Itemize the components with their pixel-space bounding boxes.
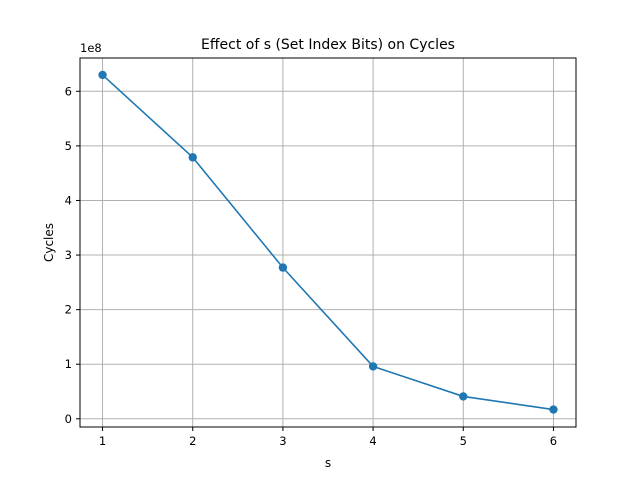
- series-line: [102, 74, 554, 411]
- data-point: [368, 362, 378, 371]
- x-tick-label: 1: [99, 434, 106, 448]
- data-point: [459, 392, 468, 401]
- x-tick-label: 2: [189, 434, 196, 448]
- y-axis-label: Cycles: [42, 223, 56, 262]
- data-point: [549, 405, 558, 414]
- y-tick-label: 3: [65, 248, 72, 262]
- chart-title: Effect of s (Set Index Bits) on Cycles: [201, 37, 455, 53]
- x-axis-label: s: [325, 456, 331, 470]
- axis-ticks: 1 2 3 4 5 6 0 1 2 3 4 5 6: [65, 84, 557, 448]
- plot-area-frame: [79, 57, 577, 428]
- data-point: [188, 153, 197, 162]
- y-tick-label: 4: [65, 193, 72, 207]
- x-tick-label: 3: [279, 434, 286, 448]
- grid: [80, 58, 576, 427]
- x-tick-label: 6: [550, 434, 557, 448]
- x-tick-label: 4: [369, 434, 376, 448]
- y-tick-label: 5: [65, 139, 72, 153]
- y-tick-label: 0: [65, 412, 72, 426]
- y-tick-label: 1: [65, 357, 72, 371]
- data-point: [98, 70, 107, 80]
- series-layer: [98, 70, 558, 414]
- y-tick-label: 2: [65, 303, 72, 317]
- x-tick-label: 5: [460, 434, 467, 448]
- data-point: [278, 263, 288, 272]
- y-tick-label: 6: [65, 84, 72, 98]
- y-axis-offset-label: 1e8: [80, 41, 102, 55]
